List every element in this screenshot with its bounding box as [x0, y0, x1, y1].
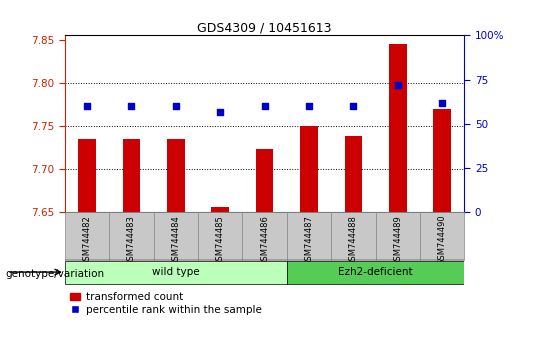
Point	[349, 103, 357, 109]
Bar	[287, 212, 331, 260]
Title: GDS4309 / 10451613: GDS4309 / 10451613	[197, 21, 332, 34]
Point	[438, 100, 447, 105]
Text: GSM744488: GSM744488	[349, 215, 358, 266]
Text: GSM744489: GSM744489	[393, 215, 402, 266]
Point	[127, 103, 136, 109]
Bar	[300, 126, 318, 212]
Legend: transformed count, percentile rank within the sample: transformed count, percentile rank withi…	[70, 292, 261, 315]
Bar	[65, 261, 287, 284]
Bar	[376, 212, 420, 260]
Text: wild type: wild type	[152, 267, 200, 277]
Bar	[331, 212, 376, 260]
Bar	[256, 149, 273, 212]
Text: Ezh2-deficient: Ezh2-deficient	[338, 267, 413, 277]
Text: GSM744485: GSM744485	[215, 215, 225, 266]
Point	[83, 103, 91, 109]
Point	[216, 109, 225, 114]
Bar	[109, 212, 153, 260]
Text: GSM744483: GSM744483	[127, 215, 136, 266]
Text: GSM744482: GSM744482	[83, 215, 91, 266]
Bar	[242, 212, 287, 260]
Text: GSM744490: GSM744490	[438, 215, 447, 266]
Bar	[211, 207, 229, 212]
Bar	[198, 212, 242, 260]
Text: genotype/variation: genotype/variation	[5, 269, 105, 279]
Text: GSM744486: GSM744486	[260, 215, 269, 266]
Bar	[287, 261, 464, 284]
Text: GSM744487: GSM744487	[305, 215, 314, 266]
Point	[172, 103, 180, 109]
Point	[394, 82, 402, 88]
Bar	[153, 212, 198, 260]
Bar	[389, 44, 407, 212]
Bar	[78, 139, 96, 212]
Bar	[345, 136, 362, 212]
Bar	[167, 139, 185, 212]
Bar	[420, 212, 464, 260]
Bar	[123, 139, 140, 212]
Point	[305, 103, 313, 109]
Point	[260, 103, 269, 109]
Bar	[65, 212, 109, 260]
Bar	[433, 109, 451, 212]
Text: GSM744484: GSM744484	[171, 215, 180, 266]
